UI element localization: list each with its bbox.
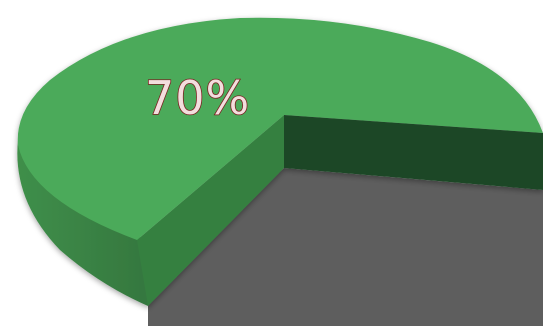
slice-green-cut-face: [137, 115, 284, 306]
slice-green-rim: [17, 140, 149, 306]
slice-green-top: [17, 17, 543, 241]
slice-gray: [148, 168, 543, 326]
data-label-70: 70%: [145, 71, 250, 125]
slice-green: [17, 17, 543, 306]
slice-gray-top: [148, 168, 543, 326]
slice-green-inner-face: [284, 115, 543, 190]
